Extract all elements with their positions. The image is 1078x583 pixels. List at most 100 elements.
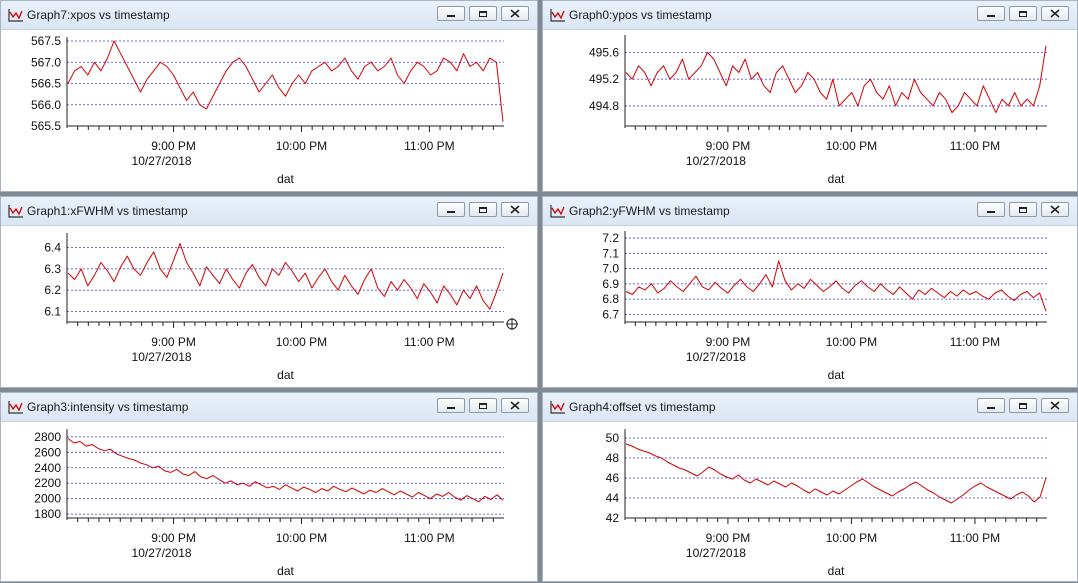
y-tick-label: 50 — [606, 431, 620, 445]
graph-window-intensity[interactable]: Graph3:intensity vs timestamp 2800 2600 240… — [0, 392, 538, 582]
x-tick-label: 9:00 PM — [706, 139, 751, 153]
window-title: Graph4:offset vs timestamp — [569, 400, 716, 414]
line-chart[interactable]: 495.6 495.2 494.8 9:00 PM 10:00 PM 11:00 PM 10… — [543, 29, 1077, 193]
y-tick-label: 7.2 — [602, 231, 619, 245]
maximize-icon — [1019, 402, 1027, 409]
x-tick-label: 11:00 PM — [404, 139, 454, 153]
graph-icon — [8, 9, 23, 22]
close-button[interactable] — [1041, 6, 1069, 21]
y-tick-label: 567.0 — [31, 55, 61, 69]
title-bar[interactable]: Graph2:yFWHM vs timestamp — [543, 197, 1077, 226]
x-axis-label: dat — [828, 368, 845, 382]
maximize-button[interactable] — [1009, 6, 1037, 21]
close-icon — [1050, 205, 1060, 214]
data-series-line — [625, 443, 1047, 504]
title-bar[interactable]: Graph4:offset vs timestamp — [543, 393, 1077, 422]
line-chart[interactable]: 6.4 6.3 6.2 6.1 9:00 PM 10:00 PM 11:00 PM 10/27… — [1, 225, 537, 389]
x-tick-label: 11:00 PM — [950, 531, 1000, 545]
minimize-icon — [447, 14, 455, 17]
data-series-line — [67, 242, 504, 310]
line-chart[interactable]: 567.5 567.0 566.5 566.0 565.5 9:00 PM 10:00 PM… — [1, 29, 537, 193]
x-tick-label: 9:00 PM — [706, 335, 751, 349]
graph-window-xpos[interactable]: Graph7:xpos vs timestamp 567.5 567.0 566.5 5… — [0, 0, 538, 192]
window-title: Graph7:xpos vs timestamp — [27, 8, 170, 22]
y-tick-label: 2800 — [34, 430, 61, 444]
y-tick-label: 495.2 — [589, 72, 619, 86]
window-title: Graph3:intensity vs timestamp — [27, 400, 189, 414]
close-icon — [510, 205, 520, 214]
x-axis-label: dat — [277, 172, 294, 186]
window-controls — [437, 398, 529, 415]
minimize-icon — [447, 210, 455, 213]
maximize-button[interactable] — [1009, 398, 1037, 413]
x-tick-label: 11:00 PM — [404, 531, 454, 545]
y-tick-label: 7.1 — [602, 246, 619, 260]
window-controls — [977, 398, 1069, 415]
y-tick-label: 495.6 — [589, 45, 619, 59]
close-button[interactable] — [501, 398, 529, 413]
y-tick-label: 567.5 — [31, 34, 61, 48]
window-title: Graph2:yFWHM vs timestamp — [569, 204, 730, 218]
y-tick-label: 2200 — [34, 476, 61, 490]
y-tick-label: 2000 — [34, 492, 61, 506]
x-axis-label: dat — [277, 564, 294, 578]
maximize-button[interactable] — [469, 6, 497, 21]
graph-icon — [550, 205, 565, 218]
x-tick-label: 9:00 PM — [151, 335, 196, 349]
y-tick-label: 566.0 — [31, 98, 61, 112]
maximize-icon — [479, 206, 487, 213]
close-button[interactable] — [501, 202, 529, 217]
minimize-icon — [447, 406, 455, 409]
maximize-icon — [479, 10, 487, 17]
y-tick-label: 6.1 — [44, 304, 61, 318]
maximize-button[interactable] — [469, 202, 497, 217]
close-icon — [510, 9, 520, 18]
x-axis-label: dat — [828, 564, 845, 578]
x-tick-label: 11:00 PM — [404, 335, 454, 349]
title-bar[interactable]: Graph7:xpos vs timestamp — [1, 1, 537, 30]
date-label: 10/27/2018 — [132, 154, 192, 168]
y-tick-label: 48 — [606, 451, 620, 465]
data-series-line — [67, 40, 504, 122]
data-series-line — [625, 45, 1047, 114]
x-tick-label: 10:00 PM — [826, 531, 877, 545]
minimize-button[interactable] — [437, 6, 465, 21]
minimize-button[interactable] — [977, 6, 1005, 21]
y-tick-label: 6.8 — [602, 292, 619, 306]
maximize-button[interactable] — [1009, 202, 1037, 217]
y-tick-label: 42 — [606, 511, 620, 525]
close-button[interactable] — [1041, 398, 1069, 413]
graph-icon — [550, 401, 565, 414]
date-label: 10/27/2018 — [686, 154, 746, 168]
window-title: Graph1:xFWHM vs timestamp — [27, 204, 188, 218]
y-tick-label: 566.5 — [31, 77, 61, 91]
x-tick-label: 10:00 PM — [826, 335, 877, 349]
minimize-button[interactable] — [977, 202, 1005, 217]
graph-window-ypos[interactable]: Graph0:ypos vs timestamp 495.6 495.2 494.8 9… — [542, 0, 1078, 192]
graph-window-xfwhm[interactable]: Graph1:xFWHM vs timestamp 6.4 6.3 6.2 6.1 9:0… — [0, 196, 538, 388]
minimize-button[interactable] — [977, 398, 1005, 413]
minimize-button[interactable] — [437, 398, 465, 413]
y-tick-label: 1800 — [34, 507, 61, 521]
minimize-button[interactable] — [437, 202, 465, 217]
graph-window-yfwhm[interactable]: Graph2:yFWHM vs timestamp 7.2 7.1 7.0 6.9 6.8… — [542, 196, 1078, 388]
x-tick-label: 10:00 PM — [276, 139, 327, 153]
maximize-button[interactable] — [469, 398, 497, 413]
graph-icon — [8, 205, 23, 218]
line-chart[interactable]: 50 48 46 44 42 9:00 PM 10:00 PM 11:00 PM 10/27/2… — [543, 421, 1077, 583]
close-button[interactable] — [1041, 202, 1069, 217]
date-label: 10/27/2018 — [132, 350, 192, 364]
data-series-line — [625, 260, 1047, 312]
close-button[interactable] — [501, 6, 529, 21]
x-axis-label: dat — [277, 368, 294, 382]
x-tick-label: 10:00 PM — [826, 139, 877, 153]
y-tick-label: 6.4 — [44, 241, 61, 255]
window-controls — [977, 6, 1069, 23]
y-tick-label: 46 — [606, 471, 620, 485]
title-bar[interactable]: Graph3:intensity vs timestamp — [1, 393, 537, 422]
line-chart[interactable]: 7.27.1 7.06.96.86.7 9:00 PM 10:00 PM 11:00 P… — [543, 225, 1077, 389]
graph-window-offset[interactable]: Graph4:offset vs timestamp 50 48 46 44 42 9:00… — [542, 392, 1078, 582]
title-bar[interactable]: Graph1:xFWHM vs timestamp — [1, 197, 537, 226]
title-bar[interactable]: Graph0:ypos vs timestamp — [543, 1, 1077, 30]
